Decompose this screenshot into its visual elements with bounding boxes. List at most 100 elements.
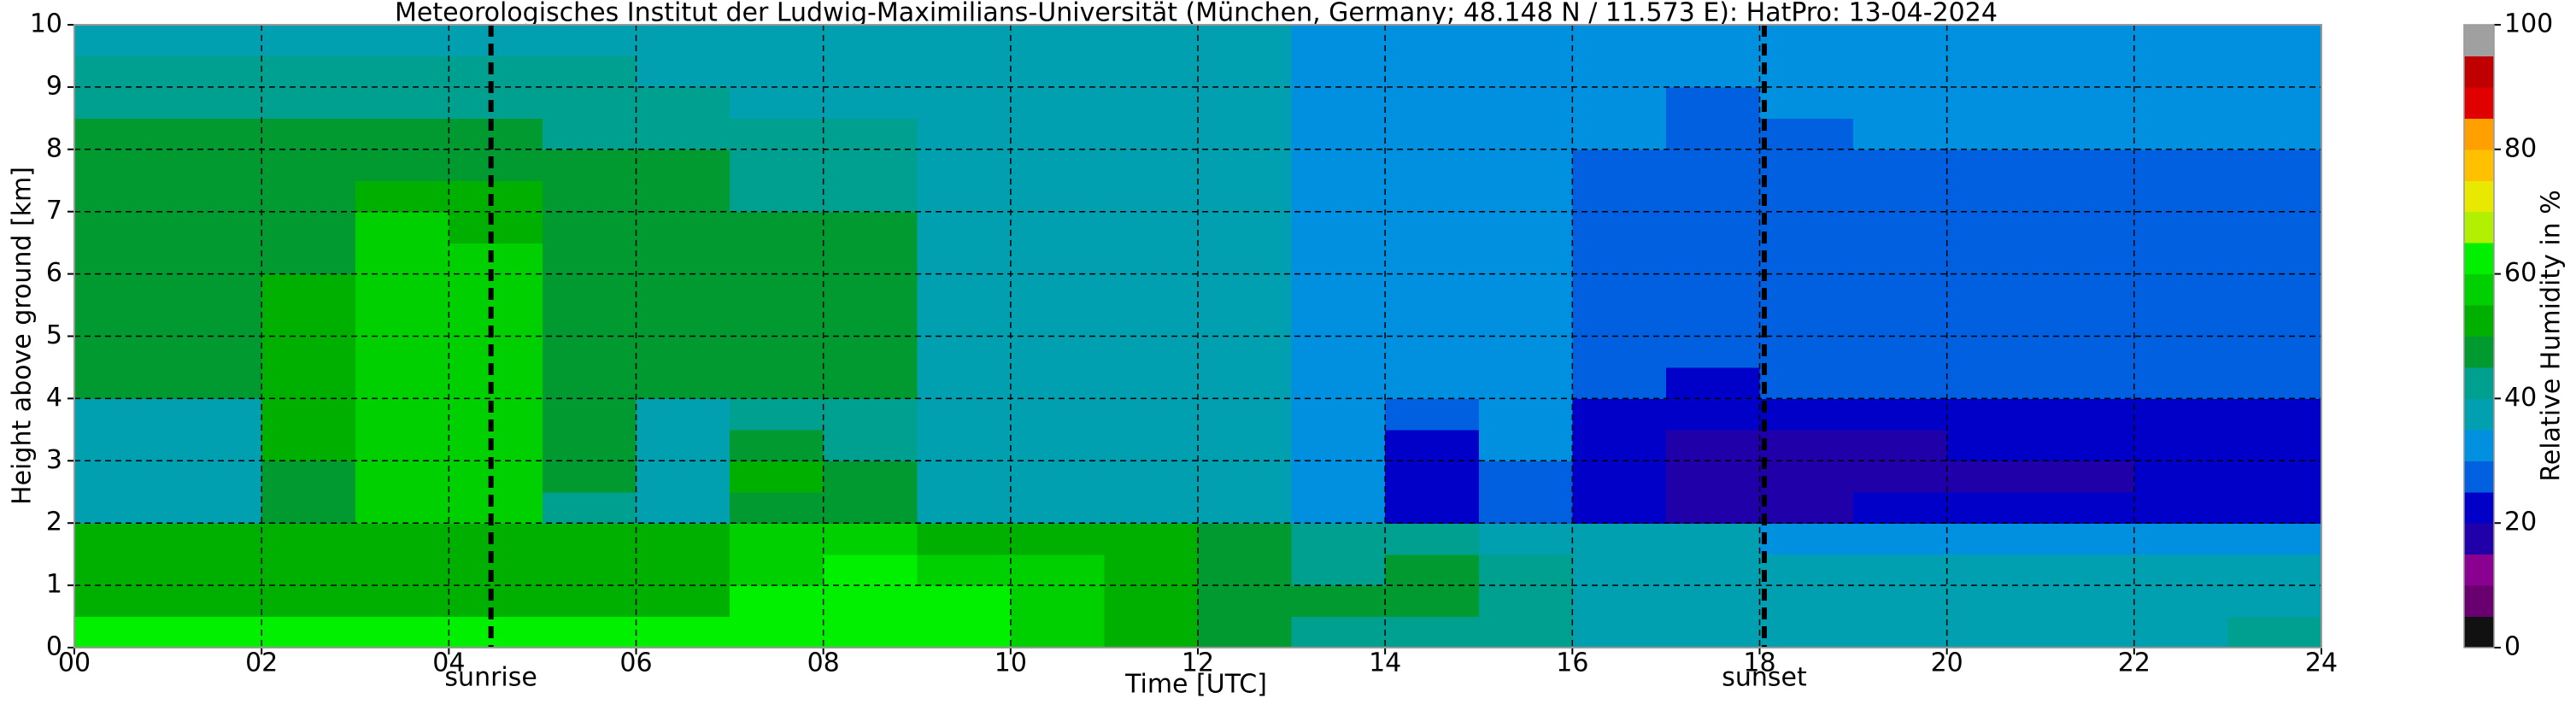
heatmap-cell [823, 461, 918, 493]
heatmap-cell [2227, 25, 2322, 57]
x-tick-label: 12 [1182, 648, 1214, 678]
heatmap-cell [730, 523, 824, 555]
heatmap-cell [2227, 336, 2322, 368]
heatmap-cell [1759, 305, 1854, 337]
heatmap-cell [1759, 180, 1854, 213]
heatmap-cell [1010, 398, 1106, 431]
heatmap-cell [730, 429, 824, 461]
heatmap-cell [2040, 398, 2135, 431]
heatmap-cell [2133, 336, 2229, 368]
annotation-label: sunset [1722, 663, 1807, 693]
heatmap-cell [2040, 56, 2135, 88]
heatmap-cell [261, 461, 356, 493]
heatmap-cell [1665, 180, 1761, 213]
heatmap-cell [449, 429, 543, 461]
heatmap-cell [917, 273, 1012, 306]
heatmap-cell [355, 273, 449, 306]
heatmap-cell [823, 86, 918, 119]
heatmap-cell [449, 149, 543, 181]
heatmap-cell [74, 336, 169, 368]
heatmap-cell [917, 554, 1012, 586]
heatmap-cell [2227, 616, 2322, 648]
heatmap-cell [1946, 398, 2041, 431]
heatmap-cell [542, 118, 637, 150]
x-tick-label: 20 [1931, 648, 1963, 678]
heatmap-cell [1665, 554, 1761, 586]
heatmap-cell [1010, 180, 1106, 213]
heatmap-cell [1665, 461, 1761, 493]
heatmap-cell [1572, 367, 1667, 399]
heatmap-cell [1104, 118, 1199, 150]
heatmap-cell [1572, 86, 1667, 119]
heatmap-cell [917, 367, 1012, 399]
heatmap-cell [449, 118, 543, 150]
heatmap-cell [730, 616, 824, 648]
heatmap-cell [167, 585, 262, 618]
annotation-label: sunrise [444, 663, 537, 693]
x-tick-label: 02 [245, 648, 278, 678]
heatmap-cell [1478, 118, 1573, 150]
heatmap-cell [1946, 86, 2041, 119]
heatmap-cell [1104, 491, 1199, 524]
heatmap-cell [1478, 523, 1573, 555]
heatmap-cell [636, 554, 731, 586]
heatmap-cell [2133, 429, 2229, 461]
heatmap-cell [1010, 118, 1106, 150]
heatmap-cell [636, 211, 731, 243]
heatmap-cell [74, 273, 169, 306]
heatmap-cell [1104, 523, 1199, 555]
heatmap-cell [1572, 211, 1667, 243]
heatmap-cell [823, 56, 918, 88]
heatmap-cell [2040, 273, 2135, 306]
heatmap-cell [1198, 523, 1293, 555]
heatmap-cell [355, 523, 449, 555]
heatmap-cell [1478, 491, 1573, 524]
heatmap-cell [449, 523, 543, 555]
heatmap-cell [167, 273, 262, 306]
heatmap-cell [1665, 398, 1761, 431]
heatmap-cell [917, 211, 1012, 243]
heatmap-cell [2133, 56, 2229, 88]
heatmap-cell [1946, 461, 2041, 493]
heatmap-cell [1010, 243, 1106, 275]
heatmap-cell [1010, 491, 1106, 524]
heatmap-cell [167, 56, 262, 88]
y-tick-label: 2 [46, 507, 62, 537]
heatmap-cell [1385, 211, 1480, 243]
heatmap-cell [1478, 367, 1573, 399]
heatmap-cell [2227, 243, 2322, 275]
heatmap-cell [1665, 25, 1761, 57]
heatmap-cell [1759, 56, 1854, 88]
heatmap-cell [542, 554, 637, 586]
heatmap-cell [1853, 367, 1948, 399]
heatmap-cell [1946, 523, 2041, 555]
heatmap-cell [542, 398, 637, 431]
heatmap-cell [1198, 149, 1293, 181]
heatmap-cell [542, 585, 637, 618]
heatmap-cell [1198, 180, 1293, 213]
heatmap-cell [1104, 86, 1199, 119]
heatmap-cell [1759, 367, 1854, 399]
heatmap-cell [636, 398, 731, 431]
heatmap-cell [542, 367, 637, 399]
heatmap-cell [1853, 149, 1948, 181]
heatmap-cell [1198, 211, 1293, 243]
heatmap-cell [1853, 86, 1948, 119]
heatmap-cell [1946, 211, 2041, 243]
heatmap-cell [2133, 491, 2229, 524]
heatmap-cell [449, 25, 543, 57]
heatmap-cell [2227, 211, 2322, 243]
heatmap-cell [1946, 25, 2041, 57]
heatmap-cell [1572, 554, 1667, 586]
colorbar-swatch [2464, 243, 2494, 275]
heatmap-cell [636, 616, 731, 648]
heatmap-cell [355, 211, 449, 243]
heatmap-cell [2133, 211, 2229, 243]
heatmap-cell [74, 585, 169, 618]
colorbar-tick-label: 100 [2504, 9, 2553, 39]
heatmap-cell [1010, 367, 1106, 399]
heatmap-cell [1665, 367, 1761, 399]
colorbar-swatch [2464, 149, 2494, 181]
heatmap-cell [1853, 211, 1948, 243]
colorbar-swatch [2464, 336, 2494, 368]
